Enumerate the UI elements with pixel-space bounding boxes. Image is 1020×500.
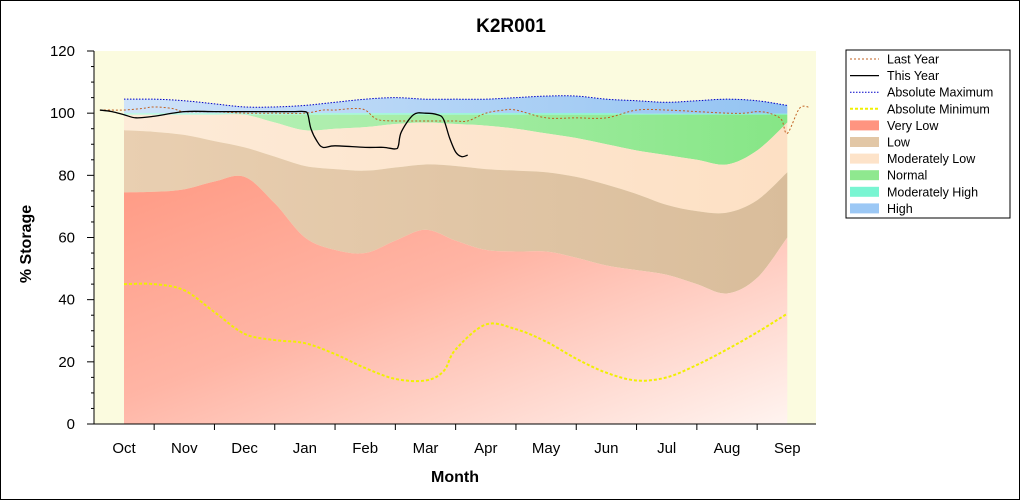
x-tick-label: Feb (352, 440, 378, 457)
band-moderately-low (124, 114, 788, 214)
legend: Last Year This Year Absolute Maximum Absolu… (845, 49, 1011, 219)
legend-swatch (850, 120, 879, 131)
legend-swatch (850, 186, 879, 197)
legend-item: Very Low (850, 119, 939, 133)
legend-label: Moderately Low (887, 152, 976, 166)
x-tick-label: Nov (171, 440, 198, 457)
y-axis-title: % Storage (18, 205, 35, 283)
x-tick-label: May (532, 440, 561, 457)
y-tick-label: 60 (58, 230, 75, 247)
x-tick-label: Apr (474, 440, 497, 457)
band-normal (124, 114, 788, 165)
legend-label: Last Year (887, 53, 939, 67)
legend-label: Moderately High (887, 185, 978, 199)
band-very-low (124, 175, 788, 424)
legend-item: High (850, 202, 913, 216)
y-tick-label: 20 (58, 354, 75, 371)
x-tick-label: Jun (594, 440, 618, 457)
x-tick-label: Jan (293, 440, 317, 457)
legend-label: Normal (887, 169, 927, 183)
legend-label: Very Low (887, 119, 939, 133)
legend-swatch (850, 203, 879, 214)
legend-item: Moderately High (850, 185, 978, 199)
x-tick-label: Mar (413, 440, 439, 457)
band-low (124, 130, 788, 294)
legend-item: Absolute Minimum (850, 102, 990, 116)
legend-item: This Year (850, 69, 939, 83)
legend-label: Low (887, 136, 911, 150)
y-tick-label: 80 (58, 167, 75, 184)
series-this-year (99, 109, 468, 158)
legend-label: High (887, 202, 913, 216)
legend-swatch (850, 170, 879, 181)
y-tick-label: 0 (67, 416, 75, 433)
x-axis-title: Month (431, 469, 479, 486)
x-tick-label: Dec (231, 440, 258, 457)
y-tick-label: 40 (58, 292, 75, 309)
y-tick-label: 120 (50, 43, 75, 60)
x-tick-label: Aug (714, 440, 741, 457)
legend-item: Absolute Maximum (850, 86, 993, 100)
band-layer (124, 95, 788, 424)
legend-label: Absolute Maximum (887, 86, 993, 100)
legend-swatch (850, 153, 879, 164)
legend-item: Last Year (850, 53, 939, 67)
legend-item: Moderately Low (850, 152, 976, 166)
x-tick-label: Jul (657, 440, 676, 457)
y-tick-label: 100 (50, 105, 75, 122)
series-absolute-maximum (123, 95, 788, 108)
axes-layer: 0 20 40 60 80 100 120 Oct Nov Dec Jan Feb Mar Apr May J… (50, 43, 816, 457)
legend-label: This Year (887, 69, 939, 83)
chart-title: K2R001 (476, 16, 546, 37)
legend-label: Absolute Minimum (887, 102, 990, 116)
legend-item: Normal (850, 169, 927, 183)
x-tick-label: Sep (774, 440, 801, 457)
legend-swatch (850, 137, 879, 147)
line-layer (99, 95, 809, 383)
series-absolute-minimum (123, 282, 788, 383)
legend-item: Low (850, 136, 911, 150)
x-tick-label: Oct (112, 440, 136, 457)
